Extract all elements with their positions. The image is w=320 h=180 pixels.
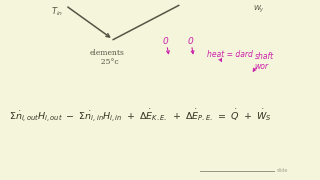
Text: elements
  25°c: elements 25°c xyxy=(90,49,125,66)
Text: W$_y$: W$_y$ xyxy=(253,4,265,15)
Text: 0: 0 xyxy=(163,37,168,46)
Text: slide: slide xyxy=(277,168,288,173)
Text: shaft
wor: shaft wor xyxy=(255,51,274,71)
Text: heat = dard: heat = dard xyxy=(207,50,253,59)
Text: $\Sigma\dot{n}_{i,out}H_{i,out}\ -\ \Sigma\dot{n}_{i,in}H_{i,in}\ +\ \Delta\dot{: $\Sigma\dot{n}_{i,out}H_{i,out}\ -\ \Sig… xyxy=(9,107,272,124)
Text: $T_{in}$: $T_{in}$ xyxy=(51,5,63,18)
Text: 0: 0 xyxy=(187,37,193,46)
